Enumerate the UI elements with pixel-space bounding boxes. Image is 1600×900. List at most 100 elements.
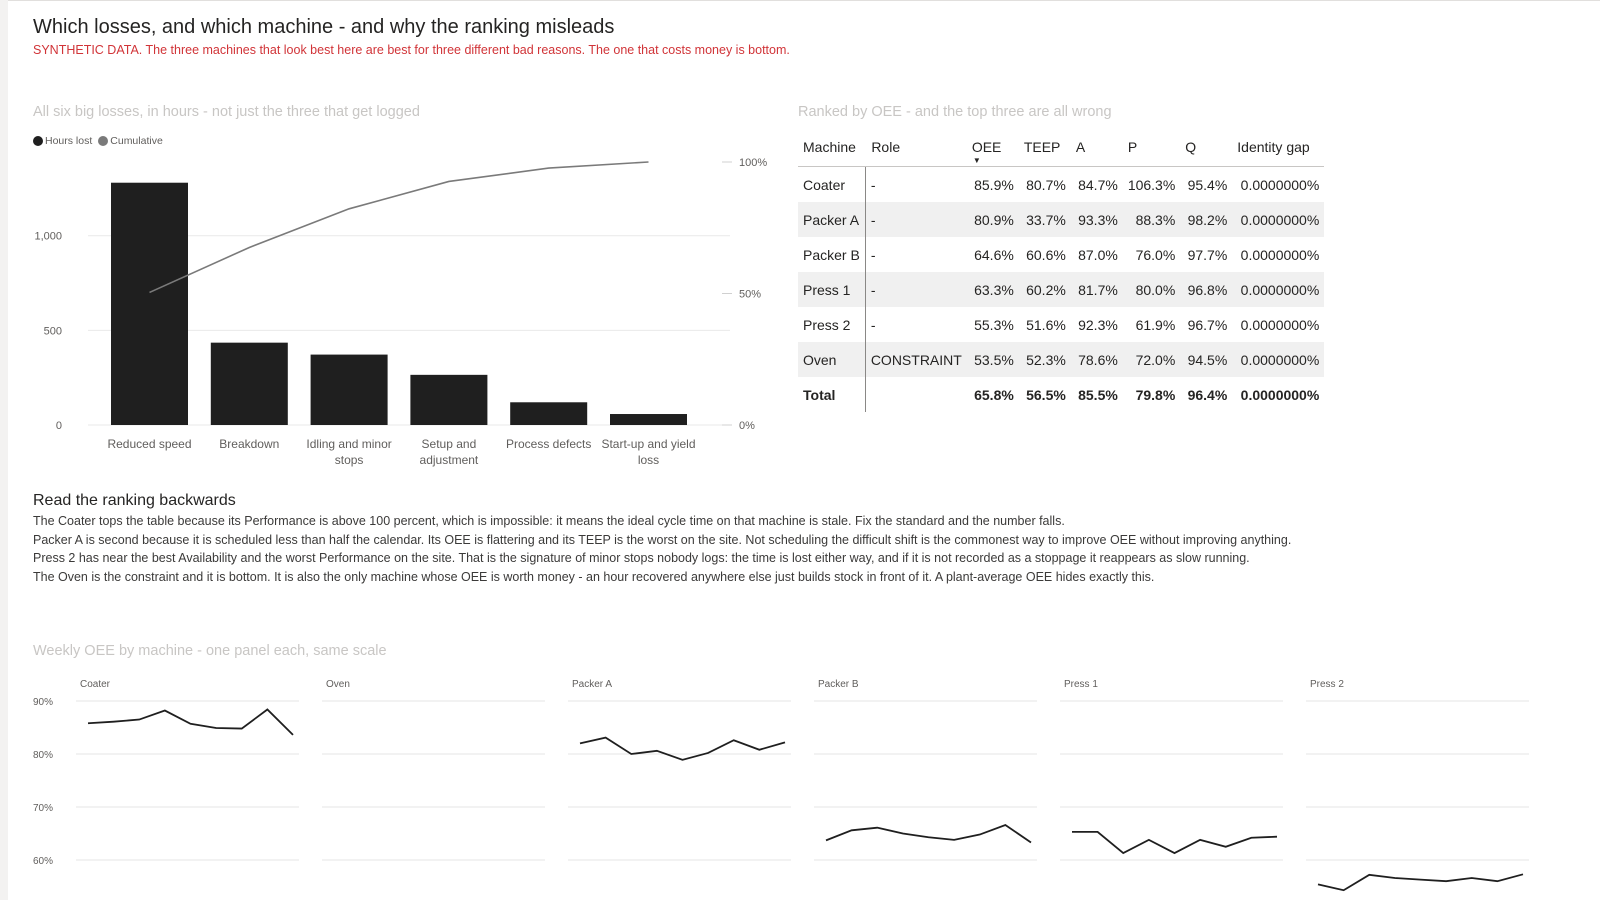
column-header-label: A	[1075, 139, 1086, 155]
page-left-edge	[0, 0, 8, 900]
legend-item-hours[interactable]: Hours lost	[33, 135, 92, 147]
table-cell-teep: 56.5%	[1026, 386, 1066, 403]
pareto-legend: Hours lost Cumulative	[33, 135, 163, 147]
table-cell-role: -	[864, 202, 967, 237]
column-header-role[interactable]: Role	[865, 128, 967, 167]
table-cell-identity-gap: 0.0000000%	[1240, 386, 1320, 403]
table-body: Coater -85.9% 80.7% 84.7% 106.3% 95.4% 0.00000…	[798, 166, 1325, 412]
column-header-p[interactable]: P	[1122, 128, 1181, 167]
notes-text: The Coater tops the table because its Pe…	[33, 512, 1291, 587]
legend-dot-hours	[33, 136, 43, 146]
table-cell-q: 95.4%	[1187, 176, 1228, 193]
y2-tick-label: 50%	[739, 289, 761, 301]
table-cell-identity-gap: 0.0000000%	[1232, 272, 1325, 307]
table-cell-q: 96.7%	[1187, 316, 1228, 333]
table-cell-teep: 60.6%	[1026, 246, 1066, 263]
bar-setup-and-adjustment	[410, 374, 488, 425]
table-total-row[interactable]: Total 65.8% 56.5% 85.5% 79.8% 96.4% 0.0000000%	[798, 377, 1324, 412]
note-line: Press 2 has near the best Availability a…	[33, 551, 1250, 566]
oee-line-press-2	[1317, 873, 1524, 892]
table-cell-a: 81.7%	[1070, 272, 1123, 307]
column-header-label: P	[1127, 139, 1138, 155]
table-row[interactable]: Press 1-63.3% 60.2% 81.7% 80.0% 96.8% 0.00000…	[798, 272, 1325, 307]
bar-idling-and-minor-stops	[310, 354, 388, 425]
column-header-label: Machine	[803, 139, 856, 155]
y-tick-label: 80%	[33, 750, 53, 761]
table-cell-oee: 64.6%	[974, 246, 1014, 263]
y-tick-label: 0	[56, 420, 62, 432]
bar-reduced-speed	[111, 182, 188, 425]
table-cell-machine: Coater	[803, 176, 846, 193]
column-header-identity-gap[interactable]: Identity gap	[1232, 128, 1325, 167]
table-cell-teep: 52.3%	[1018, 342, 1071, 377]
panel-title: Packer B	[818, 679, 859, 690]
table-cell-a: 84.7%	[1078, 176, 1118, 193]
column-header-oee[interactable]: OEE ▼	[966, 128, 1019, 167]
table-cell-teep: 60.2%	[1018, 272, 1071, 307]
table-cell-identity-gap: 0.0000000%	[1232, 342, 1325, 377]
table-row[interactable]: Oven CONSTRAINT 53.5% 52.3% 78.6% 72.0% 94.5% 0…	[798, 342, 1325, 377]
table-cell-a: 92.3%	[1078, 316, 1118, 333]
table-cell-identity-gap: 0.0000000%	[1240, 246, 1320, 263]
table-cell-role	[864, 377, 967, 412]
column-header-label: OEE	[971, 139, 1002, 155]
x-tick-label: Process defects	[506, 437, 591, 451]
y-tick-label: 1,000	[34, 231, 62, 243]
table-cell-role: -	[864, 272, 967, 307]
legend-item-cumulative[interactable]: Cumulative	[98, 135, 163, 147]
table-cell-p: 106.3%	[1127, 176, 1176, 193]
oee-line-packer-b	[825, 824, 1032, 844]
table-row[interactable]: Coater -85.9% 80.7% 84.7% 106.3% 95.4% 0.00000…	[798, 166, 1324, 202]
table-cell-oee: 65.8%	[974, 386, 1014, 403]
pareto-chart: 0 500 1,000 0% 50% 100% Reduced speed Breakdown…	[34, 157, 767, 467]
table-cell-role: CONSTRAINT	[864, 342, 967, 377]
column-header-label: Q	[1185, 139, 1197, 155]
bar-process-defects	[510, 402, 588, 425]
bar-breakdown	[210, 342, 288, 425]
table-header-row: Machine Role OEE ▼ TEEP A P Q Identity ga…	[798, 128, 1325, 167]
cumulative-line	[149, 161, 649, 294]
column-header-q[interactable]: Q	[1180, 128, 1233, 167]
table-cell-machine: Oven	[798, 342, 866, 377]
column-header-a[interactable]: A	[1070, 128, 1123, 167]
table-cell-p: 80.0%	[1122, 272, 1181, 307]
legend-label-hours: Hours lost	[45, 135, 93, 147]
x-tick-label: Reduced speed	[107, 437, 191, 451]
table-cell-p: 79.8%	[1135, 386, 1176, 403]
column-header-machine[interactable]: Machine	[798, 128, 866, 167]
oee-line-coater	[87, 708, 294, 736]
table-cell-p: 61.9%	[1135, 316, 1176, 333]
table-cell-teep: 51.6%	[1026, 316, 1066, 333]
panel-title: Packer A	[572, 679, 612, 690]
report-title: Which losses, and which machine - and wh…	[33, 16, 615, 38]
table-cell-q: 98.2%	[1180, 202, 1233, 237]
table-cell-role: -	[864, 166, 967, 202]
table-row[interactable]: Packer B -64.6% 60.6% 87.0% 76.0% 97.7% 0.0000…	[798, 237, 1324, 272]
panel-title: Coater	[80, 679, 111, 690]
table-row[interactable]: Press 2-55.3% 51.6% 92.3% 61.9% 96.7% 0.00000…	[798, 307, 1324, 342]
table-title: Ranked by OEE - and the top three are al…	[798, 104, 1112, 120]
panel-title: Press 2	[1310, 679, 1344, 690]
weekly-oee-chart: 90% 80% 70% 60% Coater Oven Packer A Packer B Pr…	[33, 679, 1529, 892]
notes-heading: Read the ranking backwards	[33, 492, 236, 509]
x-tick-label: Start-up and yield loss	[601, 437, 695, 467]
x-tick-label: Idling and minor stops	[306, 437, 391, 467]
y-tick-label: 500	[44, 325, 62, 337]
column-header-teep[interactable]: TEEP	[1018, 128, 1071, 167]
column-header-label: Role	[871, 139, 901, 155]
panel-title: Press 1	[1064, 679, 1098, 690]
y-tick-label: 70%	[33, 803, 53, 814]
table-cell-q: 96.4%	[1187, 386, 1228, 403]
panel-title: Oven	[326, 679, 350, 690]
oee-ranking-table: Machine Role OEE ▼ TEEP A P Q Identity ga…	[798, 128, 1325, 412]
table-cell-p: 76.0%	[1135, 246, 1176, 263]
pareto-chart-title: All six big losses, in hours - not just …	[33, 104, 420, 120]
table-cell-a: 85.5%	[1078, 386, 1118, 403]
table-cell-a: 87.0%	[1078, 246, 1118, 263]
table-cell-identity-gap: 0.0000000%	[1240, 316, 1320, 333]
report-subtitle: SYNTHETIC DATA. The three machines that …	[33, 43, 790, 57]
table-row[interactable]: Packer A -80.9% 33.7% 93.3% 88.3% 98.2% 0.0000…	[798, 202, 1325, 237]
table-cell-teep: 80.7%	[1026, 176, 1066, 193]
table-cell-role: -	[864, 307, 967, 342]
y-tick-label: 90%	[33, 697, 53, 708]
